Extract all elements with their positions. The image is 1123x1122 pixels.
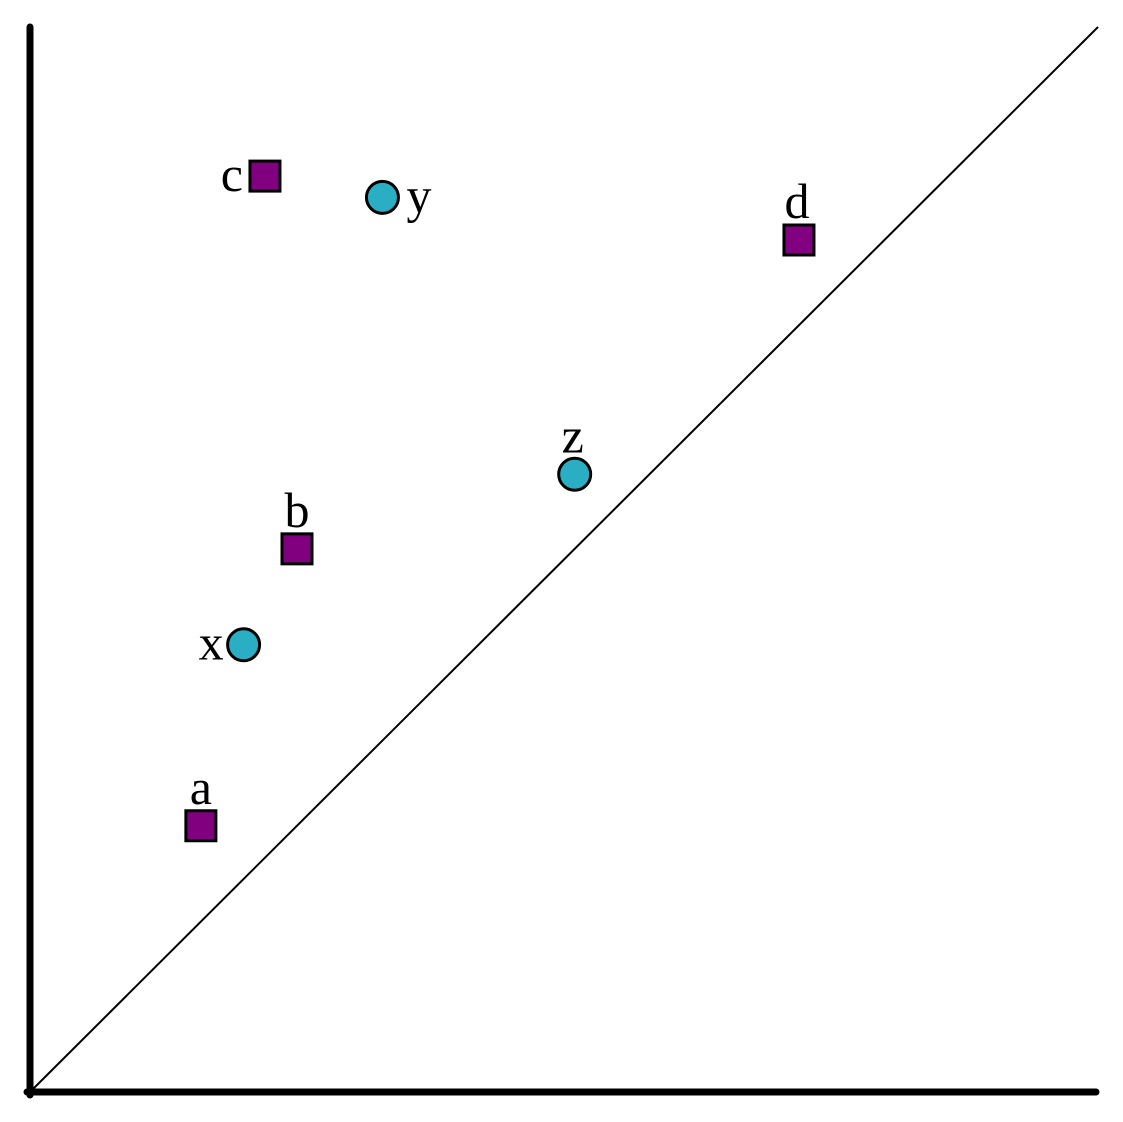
point-label-z: z [562, 407, 584, 463]
circle-point-y [364, 179, 400, 215]
square-point-c [248, 159, 282, 193]
point-label-d: d [784, 173, 809, 229]
diagonal-reference-line [29, 26, 1099, 1093]
data-points: a b c d x y z [184, 146, 816, 843]
square-point-d [782, 223, 816, 257]
point-label-a: a [190, 759, 212, 815]
point-label-b: b [285, 482, 310, 538]
square-point-b [280, 532, 314, 566]
point-label-c: c [221, 146, 243, 202]
circle-point-z [557, 456, 593, 492]
circle-point-x [226, 627, 262, 663]
point-label-x: x [199, 615, 224, 671]
square-point-a [184, 809, 218, 843]
point-label-y: y [406, 167, 431, 223]
